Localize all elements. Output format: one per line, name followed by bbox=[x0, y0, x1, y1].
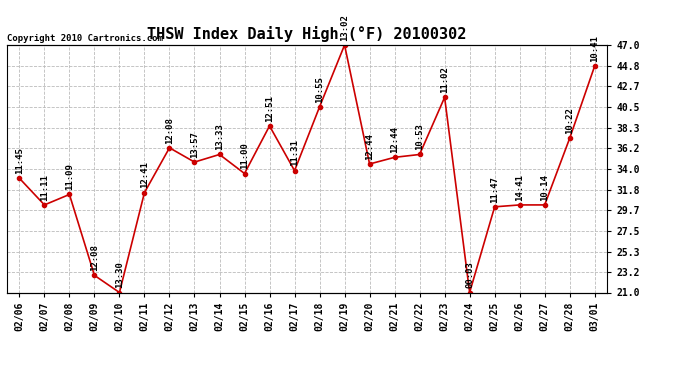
Text: 10:55: 10:55 bbox=[315, 76, 324, 103]
Text: 10:14: 10:14 bbox=[540, 174, 549, 201]
Text: 13:30: 13:30 bbox=[115, 261, 124, 288]
Text: 12:41: 12:41 bbox=[140, 162, 149, 188]
Text: 13:33: 13:33 bbox=[215, 123, 224, 150]
Text: 12:44: 12:44 bbox=[390, 126, 399, 153]
Text: 10:22: 10:22 bbox=[565, 107, 574, 134]
Text: 11:11: 11:11 bbox=[40, 174, 49, 201]
Text: 12:08: 12:08 bbox=[90, 244, 99, 271]
Text: 11:09: 11:09 bbox=[65, 164, 74, 190]
Text: 10:41: 10:41 bbox=[590, 35, 599, 62]
Text: 11:00: 11:00 bbox=[240, 142, 249, 170]
Text: 11:45: 11:45 bbox=[15, 147, 24, 174]
Text: 14:41: 14:41 bbox=[515, 174, 524, 201]
Text: 11:47: 11:47 bbox=[490, 176, 499, 203]
Text: 11:31: 11:31 bbox=[290, 140, 299, 166]
Text: 12:51: 12:51 bbox=[265, 95, 274, 122]
Text: 11:02: 11:02 bbox=[440, 66, 449, 93]
Text: 00:03: 00:03 bbox=[465, 261, 474, 288]
Title: THSW Index Daily High (°F) 20100302: THSW Index Daily High (°F) 20100302 bbox=[148, 27, 466, 42]
Text: 12:08: 12:08 bbox=[165, 117, 174, 144]
Text: 13:57: 13:57 bbox=[190, 131, 199, 158]
Text: Copyright 2010 Cartronics.com: Copyright 2010 Cartronics.com bbox=[7, 33, 163, 42]
Text: 13:02: 13:02 bbox=[340, 14, 349, 41]
Text: 10:53: 10:53 bbox=[415, 123, 424, 150]
Text: 12:44: 12:44 bbox=[365, 133, 374, 160]
